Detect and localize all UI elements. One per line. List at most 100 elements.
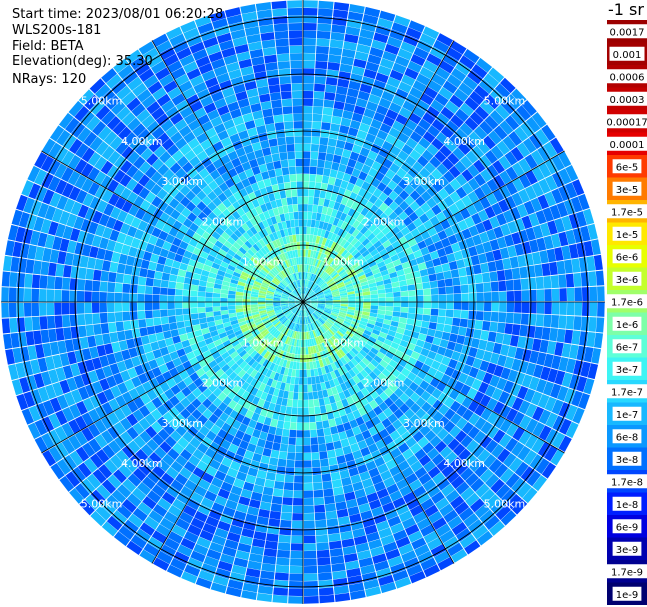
range-gate <box>292 513 303 521</box>
range-gate <box>270 250 277 258</box>
range-gate <box>298 272 301 280</box>
range-gate <box>316 421 324 430</box>
range-gate <box>454 160 467 174</box>
range-gate <box>439 255 449 265</box>
range-gate <box>189 222 199 233</box>
range-gate <box>346 285 354 291</box>
range-gate <box>83 131 98 147</box>
range-gate <box>176 321 185 329</box>
range-gate <box>315 328 321 337</box>
range-gate <box>162 453 175 467</box>
range-gate <box>321 333 328 341</box>
range-gate <box>450 325 460 335</box>
range-gate <box>107 282 116 293</box>
range-gate <box>323 427 332 436</box>
range-gate <box>397 344 407 353</box>
range-gate <box>360 387 370 397</box>
range-gate <box>489 321 498 333</box>
range-gate <box>348 217 357 226</box>
range-gate <box>1 287 9 302</box>
range-gate <box>380 269 389 277</box>
range-gate <box>275 214 282 224</box>
range-gate <box>273 306 282 310</box>
range-gate <box>174 402 186 413</box>
range-gate <box>306 264 309 273</box>
range-ring-label: 2.00km <box>202 215 244 228</box>
range-gate <box>271 99 282 109</box>
range-gate <box>479 154 492 169</box>
range-gate <box>248 337 257 345</box>
range-gate <box>295 272 299 281</box>
range-gate <box>328 281 336 287</box>
range-gate <box>348 302 356 305</box>
range-gate <box>262 341 270 349</box>
range-gate <box>290 60 303 69</box>
range-gate <box>307 204 313 212</box>
range-gate <box>201 563 217 575</box>
range-gate <box>359 320 368 327</box>
range-gate <box>480 262 490 274</box>
range-gate <box>111 341 121 353</box>
range-gate <box>418 137 431 150</box>
range-gate <box>34 169 47 186</box>
range-gate <box>551 355 562 370</box>
range-gate <box>370 264 379 272</box>
range-gate <box>100 160 114 175</box>
range-gate <box>353 355 362 364</box>
range-gate <box>443 170 455 183</box>
range-gate <box>61 290 70 302</box>
range-gate <box>396 269 405 277</box>
range-gate <box>72 254 82 267</box>
range-gate <box>459 122 474 136</box>
range-gate <box>187 382 198 393</box>
range-gate <box>320 325 327 333</box>
range-gate <box>280 519 292 528</box>
range-gate <box>114 197 127 210</box>
range-gate <box>304 287 307 295</box>
range-gate <box>292 399 298 408</box>
range-gate <box>165 360 176 371</box>
range-gate <box>237 281 246 287</box>
range-gate <box>281 318 288 325</box>
range-gate <box>363 305 371 309</box>
range-gate <box>432 411 444 423</box>
range-gate <box>34 246 45 261</box>
range-gate <box>495 104 510 120</box>
range-gate <box>292 307 298 313</box>
range-gate <box>191 206 202 217</box>
range-gate <box>300 287 303 295</box>
range-gate <box>327 62 340 71</box>
range-gate <box>256 438 266 448</box>
range-gate <box>285 267 291 276</box>
range-gate <box>312 284 318 291</box>
range-gate <box>380 327 389 335</box>
range-gate <box>205 286 214 293</box>
range-gate <box>376 488 389 499</box>
range-gate <box>139 327 148 337</box>
range-gate <box>431 73 447 87</box>
range-gate <box>96 484 111 500</box>
range-gate <box>537 441 552 458</box>
range-gate <box>242 582 259 593</box>
range-gate <box>475 243 485 255</box>
range-gate <box>307 249 312 258</box>
range-gate <box>498 199 510 213</box>
range-gate <box>48 221 59 236</box>
range-gate <box>545 428 559 445</box>
range-gate <box>363 68 377 80</box>
range-gate <box>335 245 343 254</box>
range-gate <box>222 257 231 265</box>
range-gate <box>346 412 356 422</box>
range-gate <box>421 320 430 329</box>
range-gate <box>323 289 331 294</box>
range-gate <box>299 241 303 250</box>
range-gate <box>320 466 331 475</box>
range-gate <box>308 306 315 312</box>
range-gate <box>453 250 464 261</box>
range-gate <box>212 207 222 217</box>
range-gate <box>285 320 291 328</box>
range-gate <box>453 211 464 223</box>
range-gate <box>311 313 318 321</box>
range-gate <box>195 334 205 343</box>
range-gate <box>448 358 458 369</box>
